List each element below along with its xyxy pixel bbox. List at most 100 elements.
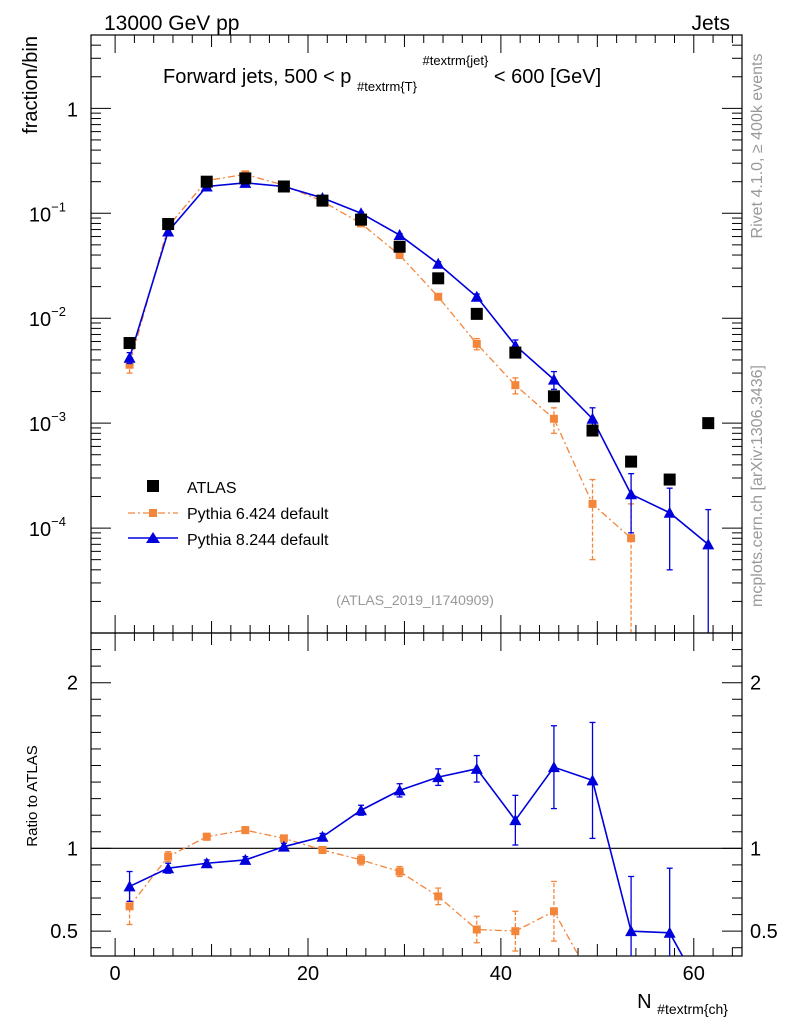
data-point-py6	[202, 832, 211, 841]
series-py6	[125, 826, 597, 985]
data-point-py6	[395, 867, 404, 876]
series-line-py8	[128, 182, 709, 545]
main-axis-ticks	[91, 34, 742, 634]
data-point-py6	[549, 907, 558, 916]
series-line-py6	[129, 829, 580, 956]
data-point-py8	[470, 762, 483, 774]
series-line-py6	[128, 173, 632, 539]
ratio-tick-labels: 0.5 0.51 12 20 20 40 60	[50, 673, 778, 985]
data-point-py8	[316, 830, 329, 842]
data-point-py8	[586, 774, 599, 786]
ratio-y-tick-label-left: 0.5	[50, 921, 78, 943]
rivet-version-label: Rivet 4.1.0, ≥ 400k events	[749, 54, 766, 239]
data-point-atlas	[509, 346, 522, 359]
legend-marker-py6	[149, 509, 157, 517]
data-point-atlas	[162, 218, 175, 231]
data-point-py8	[432, 257, 445, 269]
series-atlas	[123, 172, 715, 486]
data-point-atlas	[625, 455, 638, 468]
plot-title: Forward jets, 500 < p #textrm{T} #textrm…	[163, 48, 601, 96]
data-point-atlas	[393, 240, 406, 253]
data-point-py8	[162, 225, 175, 237]
data-point-atlas	[316, 194, 329, 207]
series-py8	[123, 721, 684, 956]
x-tick-label: 20	[297, 963, 319, 985]
data-point-py6	[549, 414, 558, 423]
data-point-py8	[547, 761, 560, 773]
data-point-py8	[123, 880, 136, 892]
x-tick-label: 60	[683, 963, 705, 985]
header-energy-label: 13000 GeV pp	[104, 12, 239, 35]
ratio-axis-ticks	[91, 632, 742, 956]
data-point-py8	[586, 412, 599, 424]
plot-title-subscript: #textrm{T}	[357, 79, 418, 94]
x-tick-label: 0	[110, 963, 121, 985]
ratio-plot-frame	[90, 632, 743, 957]
data-point-py6	[279, 834, 288, 843]
data-point-py8	[547, 373, 560, 385]
data-point-atlas	[470, 307, 483, 320]
data-point-atlas	[702, 417, 715, 430]
data-point-py8	[663, 506, 676, 518]
analysis-watermark: (ATLAS_2019_I1740909)	[336, 592, 494, 608]
data-point-py6	[164, 852, 173, 861]
legend: ATLAS Pythia 6.424 default Pythia 8.244 …	[128, 480, 329, 549]
legend-label-py6: Pythia 6.424 default	[187, 506, 329, 523]
data-point-py8	[702, 538, 715, 550]
mcplots-reference-label: mcplots.cern.ch [arXiv:1306.3436]	[749, 365, 766, 607]
data-point-py6	[627, 534, 636, 543]
main-y-tick-label: 10−4	[29, 514, 66, 541]
main-panel: 10−4 10−3 10−2 10−1 1 fraction/bin Forward j…	[20, 34, 743, 634]
data-point-atlas	[432, 272, 445, 285]
data-point-py8	[393, 229, 406, 241]
data-point-atlas	[586, 424, 599, 437]
x-axis-label-base: N	[637, 991, 651, 1013]
data-point-py6	[434, 292, 443, 301]
header-jets-label: Jets	[691, 12, 730, 35]
data-point-py8	[200, 857, 213, 869]
data-point-py8	[625, 488, 638, 500]
data-point-atlas	[200, 175, 213, 188]
data-point-py6	[588, 499, 597, 508]
data-point-py8	[239, 853, 252, 865]
legend-label-atlas: ATLAS	[187, 480, 237, 497]
main-y-tick-label: 10−2	[29, 304, 66, 331]
main-y-tick-label: 10−3	[29, 409, 66, 436]
data-point-py6	[395, 251, 404, 260]
data-point-py6	[318, 845, 327, 854]
data-point-py6	[434, 892, 443, 901]
data-point-atlas	[663, 473, 676, 486]
data-point-py8	[470, 290, 483, 302]
data-point-py8	[663, 926, 676, 938]
legend-marker-atlas	[147, 480, 159, 492]
data-point-py6	[511, 381, 520, 390]
data-point-py6	[125, 902, 134, 911]
ratio-panel: 0.5 0.51 12 20 20 40 60 Ratio to ATLAS N #text…	[24, 632, 778, 1017]
series-line-py8	[129, 766, 684, 956]
data-point-atlas	[277, 180, 290, 193]
data-point-py8	[123, 351, 136, 363]
ratio-y-tick-label-left: 1	[67, 838, 78, 860]
data-point-py6	[472, 925, 481, 934]
data-point-py6	[589, 977, 597, 985]
ratio-y-tick-label-left: 2	[67, 673, 78, 695]
data-point-py8	[393, 784, 406, 796]
plot-title-range: < 600 [GeV]	[494, 66, 601, 88]
data-point-py8	[432, 771, 445, 783]
data-point-py6	[472, 339, 481, 348]
main-series-layer	[123, 170, 715, 633]
data-point-py6	[357, 855, 366, 864]
ratio-y-tick-label-right: 1	[750, 838, 761, 860]
main-y-axis-label: fraction/bin	[20, 36, 42, 134]
data-point-atlas	[547, 390, 560, 403]
ratio-y-axis-label: Ratio to ATLAS	[24, 745, 41, 846]
data-point-py8	[162, 862, 175, 874]
x-tick-label: 40	[490, 963, 512, 985]
data-point-py8	[625, 925, 638, 937]
main-y-tick-label: 1	[67, 99, 78, 121]
data-point-py6	[511, 927, 520, 936]
data-point-atlas	[123, 337, 136, 350]
plot-title-superscript: #textrm{jet}	[423, 53, 489, 68]
main-y-tick-label: 10−1	[29, 199, 66, 226]
